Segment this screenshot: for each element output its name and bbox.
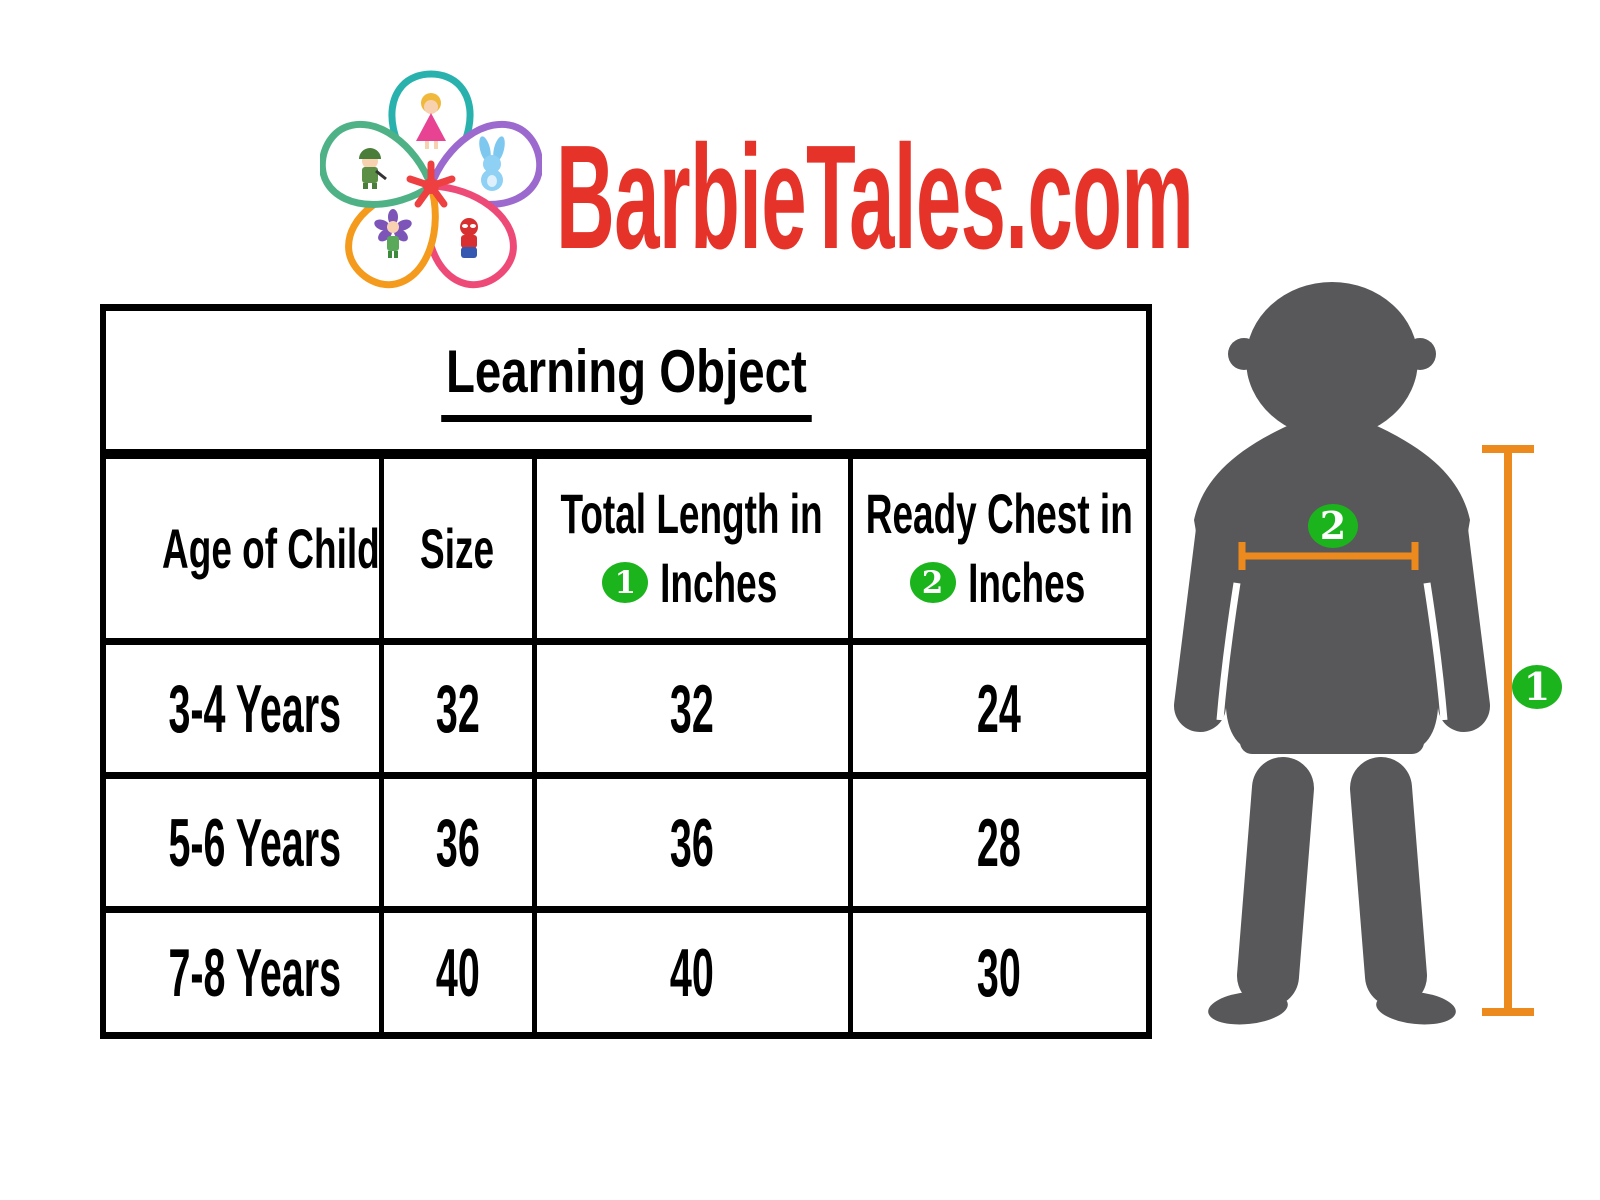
col-header-size-cell: Size	[378, 450, 537, 645]
logo-flower-icon	[320, 70, 542, 289]
brand-name: BarbieTales.com	[556, 115, 1194, 280]
table-row: 7-8 Years 40 40 30	[100, 906, 1152, 1039]
cell-length-2: 40	[670, 934, 714, 1011]
height-measure-line	[1482, 445, 1534, 1016]
col-header-chest-cell: Ready Chest in 2 Inches	[847, 450, 1152, 645]
cell-age-1: 5-6 Years	[168, 804, 342, 881]
spiderman-icon	[460, 218, 478, 258]
cell-chest-2: 30	[977, 934, 1022, 1011]
barbie-icon	[416, 93, 446, 149]
figure-badge-chest-number: 2	[1320, 503, 1346, 548]
figure-badge-height: 1	[1512, 664, 1562, 709]
bunny-icon	[479, 136, 505, 191]
size-chart-table: Learning Object Age of Child Size Total …	[100, 304, 1152, 1039]
figure-badge-chest: 2	[1308, 503, 1358, 548]
figure-badge-height-number: 1	[1524, 664, 1550, 709]
col-header-chest-unit: Inches	[967, 551, 1085, 615]
col-header-length-unit: Inches	[660, 551, 778, 615]
table-title: Learning Object	[440, 337, 812, 423]
cell-chest-0: 24	[977, 670, 1022, 747]
col-header-length-cell: Total Length in 1 Inches	[531, 450, 853, 645]
cell-size-0: 32	[435, 670, 480, 747]
flower-center	[406, 160, 456, 208]
measure-badge-1-icon: 1	[602, 562, 649, 604]
measure-badge-2-icon: 2	[909, 562, 956, 604]
table-row: 5-6 Years 36 36 28	[100, 772, 1152, 913]
arm-gap-left	[1216, 582, 1241, 721]
cell-size-2: 40	[435, 934, 480, 1011]
cell-age-0: 3-4 Years	[168, 670, 342, 747]
child-measurement-diagram: 2 1	[1174, 282, 1562, 1025]
chest-measure-line	[1238, 542, 1419, 570]
table-row: 3-4 Years 32 32 24	[100, 638, 1152, 779]
col-header-size: Size	[420, 516, 495, 580]
cell-age-2: 7-8 Years	[168, 934, 342, 1011]
col-header-length-label: Total Length in	[560, 482, 824, 546]
flower-kid-icon	[374, 209, 412, 258]
col-header-chest-label: Ready Chest in	[865, 482, 1133, 546]
soldier-icon	[359, 148, 387, 189]
cell-length-1: 36	[670, 804, 714, 881]
cell-chest-1: 28	[977, 804, 1022, 881]
arm-gap-right	[1423, 582, 1448, 721]
child-silhouette-icon	[1174, 282, 1490, 1025]
cell-length-0: 32	[670, 670, 714, 747]
cell-size-1: 36	[435, 804, 480, 881]
col-header-age: Age of Child	[162, 516, 380, 580]
table-title-cell: Learning Object	[100, 304, 1152, 459]
col-header-age-cell: Age of Child	[100, 450, 384, 645]
